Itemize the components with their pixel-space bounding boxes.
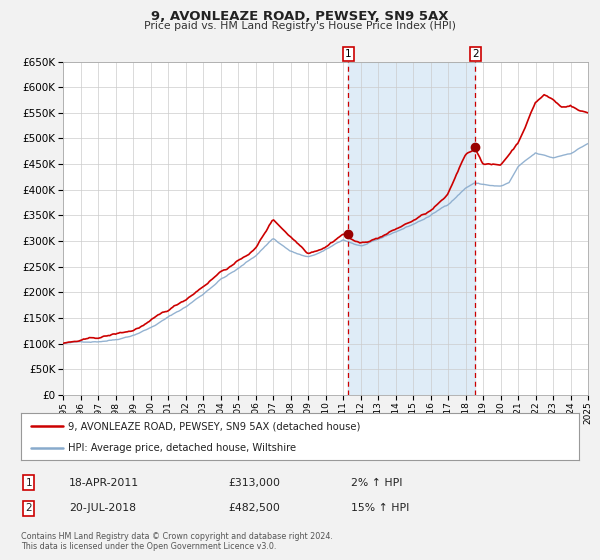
- Text: 1: 1: [25, 478, 32, 488]
- Bar: [348, 62, 475, 395]
- Text: HPI: Average price, detached house, Wiltshire: HPI: Average price, detached house, Wilt…: [68, 444, 296, 454]
- Text: 18-APR-2011: 18-APR-2011: [69, 478, 139, 488]
- Text: 15% ↑ HPI: 15% ↑ HPI: [351, 503, 409, 514]
- Text: Price paid vs. HM Land Registry's House Price Index (HPI): Price paid vs. HM Land Registry's House …: [144, 21, 456, 31]
- Text: £482,500: £482,500: [228, 503, 280, 514]
- Text: £313,000: £313,000: [228, 478, 280, 488]
- Text: 2: 2: [472, 49, 478, 59]
- Text: This data is licensed under the Open Government Licence v3.0.: This data is licensed under the Open Gov…: [21, 542, 277, 551]
- Text: 9, AVONLEAZE ROAD, PEWSEY, SN9 5AX: 9, AVONLEAZE ROAD, PEWSEY, SN9 5AX: [151, 10, 449, 23]
- Text: 2% ↑ HPI: 2% ↑ HPI: [351, 478, 403, 488]
- Text: 9, AVONLEAZE ROAD, PEWSEY, SN9 5AX (detached house): 9, AVONLEAZE ROAD, PEWSEY, SN9 5AX (deta…: [68, 421, 361, 431]
- Text: Contains HM Land Registry data © Crown copyright and database right 2024.: Contains HM Land Registry data © Crown c…: [21, 532, 333, 541]
- Text: 2: 2: [25, 503, 32, 514]
- Text: 20-JUL-2018: 20-JUL-2018: [69, 503, 136, 514]
- Text: 1: 1: [345, 49, 352, 59]
